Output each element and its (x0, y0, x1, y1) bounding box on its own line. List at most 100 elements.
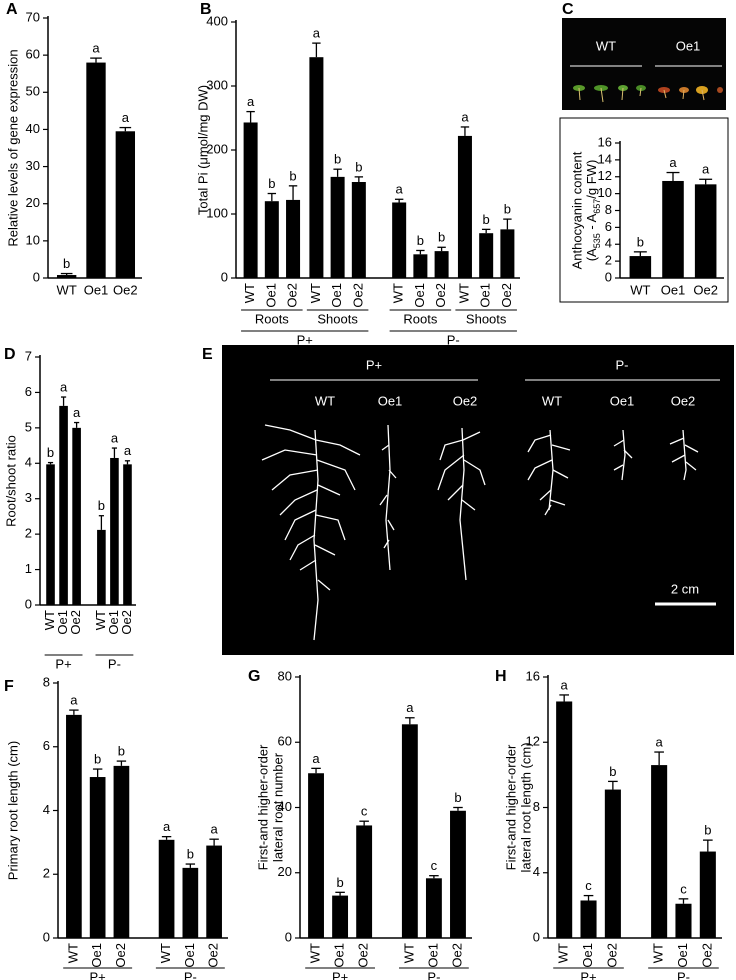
bar (500, 229, 515, 278)
bar (182, 867, 199, 938)
panel-letter: F (4, 678, 14, 695)
x-tick-label: Oe2 (206, 943, 221, 968)
panel-letter: D (4, 346, 16, 363)
x-tick-label: Oe1 (425, 943, 440, 968)
x-tick-label: WT (556, 943, 571, 963)
y-axis-label: First-and higher-order (503, 744, 518, 870)
significance-letter: a (163, 819, 171, 834)
photo-label: Oe1 (676, 38, 701, 53)
bar (309, 57, 324, 279)
error-bar (481, 228, 491, 234)
bar (243, 122, 258, 278)
x-tick-label: WT (65, 943, 80, 963)
y-tick-label: 300 (206, 77, 228, 92)
y-tick-label: 2 (43, 866, 50, 881)
panel-letter: A (6, 1, 18, 18)
error-bar (74, 421, 80, 428)
y-tick-label: 0 (25, 596, 32, 611)
y-axis-label-part: 657 (592, 199, 602, 214)
photo-group-label: P- (616, 357, 629, 372)
y-tick-label: 0 (43, 929, 50, 944)
significance-letter: c (431, 858, 438, 873)
error-bar (209, 838, 219, 846)
photo-label: Oe1 (378, 393, 403, 408)
photo-label: Oe2 (671, 393, 696, 408)
error-bar (311, 767, 321, 774)
x-tick-label: Oe1 (84, 282, 109, 297)
bar (89, 777, 106, 938)
x-tick-label: WT (401, 943, 416, 963)
y-tick-label: 14 (598, 151, 612, 166)
bar (629, 256, 652, 278)
bar (556, 701, 573, 938)
error-bar (437, 246, 446, 252)
y-tick-label: 4 (533, 864, 540, 879)
x-tick-label: Oe2 (350, 283, 365, 308)
photo-group-label: P+ (366, 357, 382, 372)
x-tick-label: Oe1 (412, 283, 427, 308)
error-bar (460, 126, 470, 136)
significance-letter: b (98, 498, 105, 513)
error-bar (90, 57, 102, 63)
y-tick-label: 60 (278, 734, 292, 749)
x-tick-label: WT (307, 943, 322, 963)
bar (457, 135, 472, 278)
y-tick-label: 200 (206, 141, 228, 156)
x-tick-label: WT (651, 943, 666, 963)
bar (97, 529, 106, 605)
x-tick-label: WT (242, 283, 257, 303)
group-label: P- (427, 969, 440, 980)
x-tick-label: Oe2 (356, 943, 371, 968)
bar (675, 903, 692, 938)
error-bar (666, 171, 680, 181)
y-axis-label: (A535 - A657/g FW) (584, 160, 602, 262)
error-bar (60, 272, 73, 276)
bar (206, 845, 222, 938)
significance-letter: b (637, 234, 644, 249)
bar (46, 464, 55, 605)
error-bar (333, 168, 342, 177)
bar (479, 233, 494, 278)
error-bar (559, 694, 569, 702)
error-bar (116, 760, 127, 766)
y-tick-label: 5 (25, 419, 32, 434)
significance-letter: a (92, 41, 100, 56)
x-tick-label: WT (308, 283, 323, 303)
y-tick-label: 16 (526, 668, 540, 683)
significance-letter: a (656, 734, 664, 749)
significance-letter: c (361, 804, 368, 819)
significance-letter: b (417, 233, 424, 248)
y-tick-label: 0 (533, 929, 540, 944)
significance-letter: b (334, 152, 341, 167)
bar (356, 825, 373, 938)
y-tick-label: 50 (26, 84, 40, 99)
x-tick-label: Oe1 (182, 943, 197, 968)
group-label: P+ (55, 656, 71, 671)
photo-label: WT (596, 38, 616, 53)
error-bar (633, 251, 647, 257)
roots (261, 424, 699, 641)
bar (332, 895, 349, 938)
x-tick-label: Oe1 (332, 943, 347, 968)
y-axis-label-part: (A (584, 248, 599, 261)
y-tick-label: 40 (278, 799, 292, 814)
x-tick-label: Oe2 (113, 282, 138, 297)
photo-label: WT (315, 393, 335, 408)
error-bar (359, 820, 369, 826)
error-bar (405, 717, 415, 725)
y-axis-label: Relative levels of gene expression (5, 49, 20, 246)
bar (264, 201, 279, 278)
significance-letter: b (118, 744, 125, 759)
x-tick-label: WT (57, 282, 77, 297)
x-tick-label: Oe1 (580, 943, 595, 968)
seedlings (573, 85, 723, 103)
x-tick-label: Oe1 (661, 282, 686, 297)
y-tick-label: 3 (25, 490, 32, 505)
error-bar (678, 898, 689, 904)
y-tick-label: 0 (605, 269, 612, 284)
error-bar (124, 460, 131, 465)
bar (694, 184, 717, 278)
y-axis-label: Anthocyanin content (569, 151, 584, 269)
significance-letter: a (406, 700, 414, 715)
